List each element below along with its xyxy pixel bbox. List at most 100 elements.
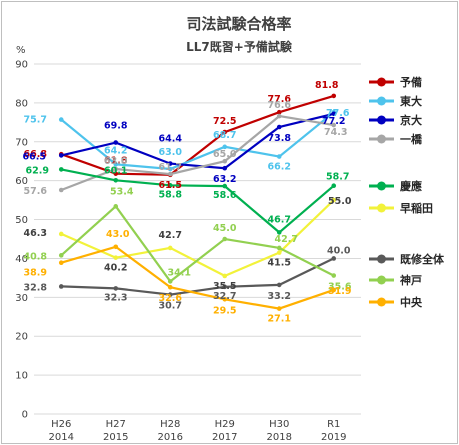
data-label: 38.9	[24, 268, 47, 279]
data-point	[276, 306, 282, 311]
y-axis-ticks: 0 10 20 30 40 50 60 70 80 90	[15, 60, 28, 421]
data-point	[222, 144, 228, 150]
y-tick-label: 20	[15, 332, 28, 343]
legend-swatch-marker	[377, 134, 386, 144]
x-axis-ticks: H26 2014 H27 2015 H28 2016 H29 2017 H30 2018 R1 201…	[49, 419, 347, 443]
series-line	[61, 112, 335, 170]
data-point	[222, 165, 228, 171]
data-point	[113, 255, 119, 260]
data-label: 61.7	[159, 162, 182, 173]
data-label: 72.5	[213, 116, 236, 127]
data-label: 69.8	[104, 121, 128, 132]
data-label: 63.0	[159, 147, 183, 158]
data-point	[331, 273, 337, 278]
data-point	[167, 279, 173, 284]
data-label: 61.5	[159, 180, 182, 191]
data-point	[331, 111, 337, 117]
data-label: 64.2	[104, 145, 127, 156]
grid-lines	[34, 63, 361, 415]
data-label: 40.0	[327, 245, 351, 256]
data-point	[167, 245, 173, 251]
data-label: 30.7	[159, 301, 182, 312]
data-point	[167, 171, 173, 177]
series-line	[60, 204, 335, 283]
x-tick-era: H30	[269, 419, 289, 430]
data-label: 66.8	[24, 149, 48, 160]
data-label: 35.5	[213, 281, 236, 292]
data-point	[58, 167, 64, 172]
data-point	[331, 256, 337, 261]
data-point	[113, 140, 119, 145]
data-point	[276, 245, 282, 251]
data-point	[113, 204, 119, 209]
legend-swatch-marker	[377, 77, 386, 87]
data-label: 61.8	[104, 156, 128, 167]
legend-swatch-marker	[377, 254, 386, 264]
data-point	[276, 113, 282, 119]
data-point	[58, 187, 64, 193]
data-label: 45.0	[213, 223, 237, 234]
data-label: 58.6	[213, 190, 237, 201]
series-lines	[60, 94, 335, 310]
legend-swatch-marker	[377, 115, 386, 125]
data-label: 76.6	[268, 100, 292, 111]
data-label: 43.0	[106, 229, 130, 240]
x-tick-era: H28	[160, 419, 180, 430]
data-label: 63.2	[213, 174, 236, 185]
data-point	[58, 153, 64, 158]
data-label: 62.9	[26, 165, 49, 176]
data-point	[113, 244, 119, 250]
legend-entry: 京大	[400, 113, 422, 127]
series-points	[58, 93, 337, 311]
x-tick-era: R1	[327, 419, 340, 430]
data-point	[222, 284, 228, 290]
x-tick-year: 2015	[103, 432, 128, 443]
data-point	[222, 129, 228, 135]
data-label: 58.8	[159, 189, 183, 200]
chart-subtitle: LL7既習+予備試験	[186, 39, 293, 54]
data-point	[58, 260, 64, 266]
data-label: 58.7	[326, 172, 349, 183]
data-label: 81.8	[315, 80, 339, 91]
data-label: 29.5	[213, 305, 236, 316]
data-label: 35.6	[328, 282, 352, 293]
data-label: 27.1	[268, 314, 291, 325]
y-tick-label: 90	[15, 60, 28, 71]
data-point	[331, 93, 337, 99]
data-label: 41.5	[268, 258, 291, 269]
data-label: 31.9	[328, 286, 351, 297]
data-point	[331, 122, 337, 128]
data-label: 33.2	[268, 291, 291, 302]
data-point	[222, 296, 228, 302]
y-tick-label: 50	[15, 215, 28, 226]
y-tick-label: 40	[15, 254, 28, 265]
data-point	[276, 230, 282, 235]
data-label: 40.8	[24, 251, 48, 262]
data-label: 42.7	[159, 230, 182, 241]
data-point	[167, 161, 173, 166]
data-label: 77.6	[268, 94, 292, 105]
data-label: 66.5	[23, 151, 46, 162]
data-point	[113, 166, 119, 172]
data-point	[113, 286, 119, 291]
data-label: 55.0	[328, 196, 352, 207]
data-label: 32.3	[104, 292, 127, 303]
data-label: 65.0	[213, 149, 237, 160]
data-label: 46.7	[268, 214, 291, 225]
data-label: 40.2	[104, 263, 127, 274]
y-tick-label: 80	[15, 98, 28, 109]
legend-entry: 神戸	[400, 273, 422, 287]
legend-entry: 慶應	[400, 179, 422, 193]
data-point	[113, 171, 119, 176]
data-label: 57.6	[24, 186, 48, 197]
data-point	[331, 183, 337, 189]
x-tick-era: H27	[106, 419, 126, 430]
data-point	[276, 154, 282, 159]
series-line	[60, 245, 335, 310]
data-label: 77.2	[322, 116, 345, 127]
data-label: 32.7	[213, 291, 236, 302]
data-point	[167, 166, 173, 172]
